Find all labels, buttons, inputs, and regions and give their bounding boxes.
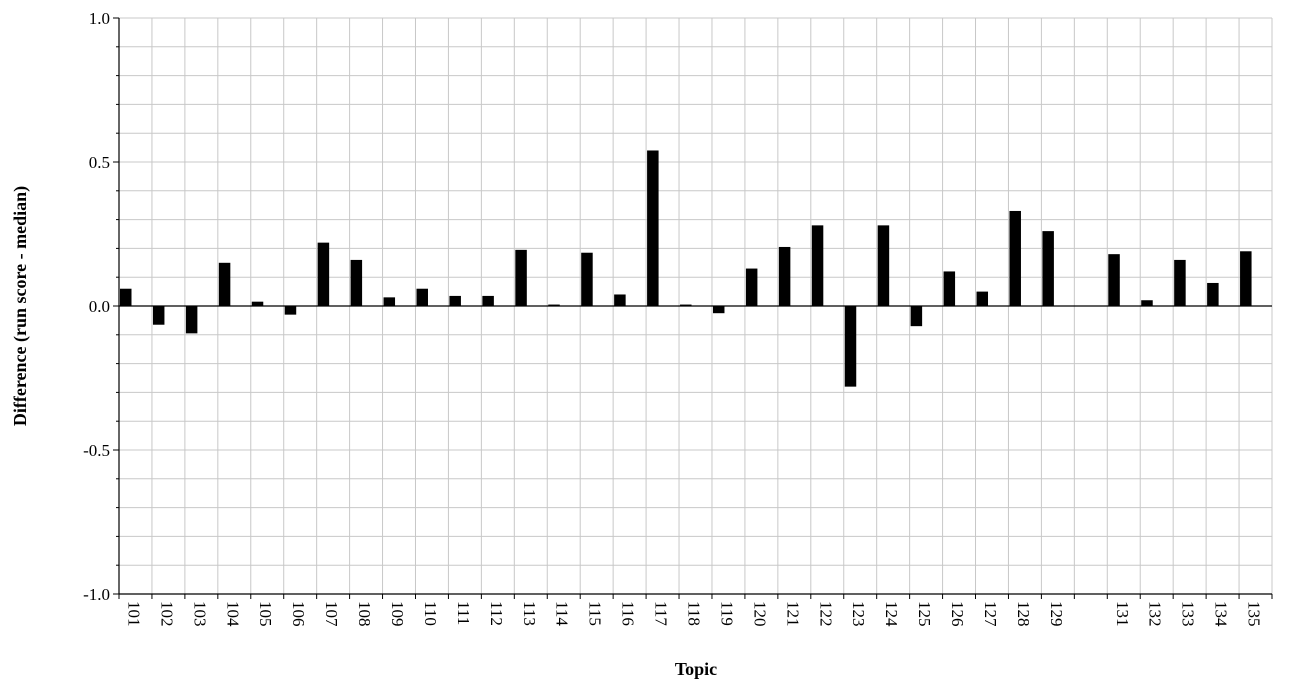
axes (113, 17, 1273, 599)
x-tick-label: 132 (1146, 601, 1165, 627)
grid-lines (119, 17, 1273, 595)
bar-topic-110 (416, 288, 428, 306)
x-tick-label: 128 (1014, 601, 1033, 627)
x-axis-title: Topic (675, 659, 717, 679)
x-tick-label: 135 (1245, 601, 1264, 627)
bar-topic-101 (120, 288, 132, 306)
bar-topic-112 (482, 295, 494, 306)
bar-topic-125 (910, 306, 923, 327)
x-tick-label: 120 (750, 601, 769, 627)
bar-topic-105 (251, 301, 264, 306)
y-tick-label: -1.0 (83, 585, 110, 604)
bar-topic-106 (284, 306, 297, 315)
y-tick-label: 0.5 (89, 153, 110, 172)
x-tick-label: 118 (685, 601, 704, 626)
bar-topic-115 (581, 252, 593, 306)
bar-topic-127 (976, 291, 989, 306)
x-tick-label: 105 (256, 601, 275, 627)
x-tick-label: 134 (1212, 601, 1231, 627)
x-tick-label: 131 (1113, 601, 1132, 627)
bar-topic-129 (1042, 231, 1054, 306)
bar-topic-135 (1240, 251, 1252, 306)
x-tick-label: 103 (190, 601, 209, 627)
bar-topic-126 (943, 271, 956, 306)
x-tick-label: 116 (619, 601, 638, 626)
bar-topic-118 (680, 304, 692, 307)
x-tick-label: 111 (454, 601, 473, 625)
x-tick-label: 102 (157, 601, 176, 627)
bar-topic-109 (383, 297, 396, 306)
bar-topic-133 (1174, 259, 1186, 306)
bar-topic-124 (877, 225, 890, 306)
x-tick-label: 133 (1179, 601, 1198, 627)
y-tick-labels: 1.0 0.5 0.0 -0.5 -1.0 (83, 9, 110, 604)
bar-topic-134 (1207, 282, 1219, 306)
y-tick-label: 1.0 (89, 9, 110, 28)
bar-topic-116 (614, 294, 626, 306)
bar-topic-128 (1009, 210, 1021, 306)
bar-topic-117 (647, 150, 659, 306)
bar-topic-103 (185, 306, 198, 334)
y-tick-label: -0.5 (83, 441, 110, 460)
bar-topic-102 (152, 306, 165, 325)
bar-topic-113 (515, 249, 527, 306)
bar-topic-120 (745, 268, 758, 306)
x-tick-label: 114 (553, 601, 572, 626)
bar-topic-108 (350, 259, 363, 306)
bar-topic-131 (1108, 254, 1120, 306)
x-tick-label: 106 (289, 601, 308, 627)
bars-group (120, 150, 1252, 387)
x-tick-label: 112 (487, 601, 506, 626)
bar-topic-107 (317, 242, 330, 306)
x-tick-label: 126 (948, 601, 967, 627)
x-tick-label: 110 (421, 601, 440, 626)
x-tick-label: 121 (783, 601, 802, 627)
x-tick-label: 129 (1047, 601, 1066, 627)
bar-topic-123 (844, 306, 857, 387)
x-tick-label: 107 (322, 601, 341, 627)
y-tick-label: 0.0 (89, 297, 110, 316)
x-tick-label: 122 (816, 601, 835, 627)
x-tick-label: 115 (586, 601, 605, 626)
x-tick-label: 104 (223, 601, 242, 627)
bar-topic-122 (811, 225, 824, 306)
x-tick-label: 127 (981, 601, 1000, 627)
x-tick-label: 101 (124, 601, 143, 627)
bar-topic-104 (218, 262, 231, 306)
x-tick-label: 108 (355, 601, 374, 627)
bar-topic-119 (712, 306, 725, 314)
x-tick-label: 113 (520, 601, 539, 626)
x-tick-label: 119 (717, 601, 736, 626)
y-axis-title: Difference (run score - median) (10, 186, 31, 426)
x-tick-labels: 101 102 103 104 105 106 107 108 109 110 111 112 113 1… (124, 601, 1263, 627)
bar-topic-114 (548, 304, 560, 307)
bar-topic-111 (449, 295, 461, 306)
x-tick-label: 123 (849, 601, 868, 627)
x-tick-label: 117 (652, 601, 671, 626)
bar-topic-121 (778, 246, 791, 306)
x-tick-label: 125 (915, 601, 934, 627)
x-tick-label: 109 (388, 601, 407, 627)
x-tick-label: 124 (882, 601, 901, 627)
bar-topic-132 (1141, 300, 1153, 306)
